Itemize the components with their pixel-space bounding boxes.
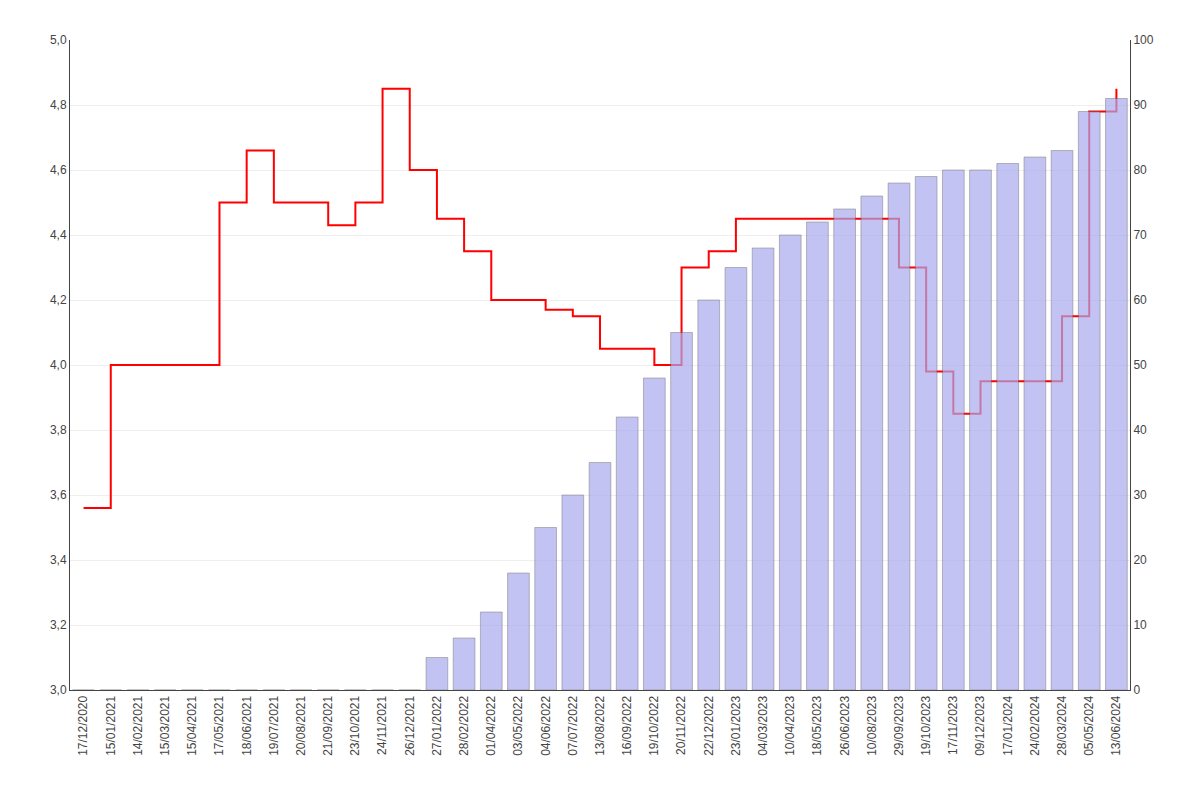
svg-text:4,4: 4,4	[50, 228, 67, 242]
svg-text:28/02/2022: 28/02/2022	[457, 695, 471, 755]
svg-text:13/08/2022: 13/08/2022	[593, 695, 607, 755]
svg-text:19/07/2021: 19/07/2021	[267, 695, 281, 755]
svg-text:17/01/2024: 17/01/2024	[1001, 695, 1015, 755]
svg-text:29/09/2023: 29/09/2023	[892, 695, 906, 755]
svg-text:50: 50	[1133, 358, 1147, 372]
svg-text:09/12/2023: 09/12/2023	[973, 695, 987, 755]
svg-text:60: 60	[1133, 293, 1147, 307]
svg-text:26/06/2023: 26/06/2023	[838, 695, 852, 755]
svg-text:3,6: 3,6	[50, 488, 67, 502]
svg-text:04/06/2022: 04/06/2022	[539, 695, 553, 755]
svg-text:3,2: 3,2	[50, 618, 67, 632]
svg-text:10/08/2023: 10/08/2023	[865, 695, 879, 755]
svg-text:30: 30	[1133, 488, 1147, 502]
svg-text:70: 70	[1133, 228, 1147, 242]
svg-text:17/12/2020: 17/12/2020	[76, 695, 90, 755]
svg-text:17/05/2021: 17/05/2021	[212, 695, 226, 755]
svg-text:10/04/2023: 10/04/2023	[783, 695, 797, 755]
svg-text:16/09/2022: 16/09/2022	[620, 695, 634, 755]
svg-text:27/01/2022: 27/01/2022	[430, 695, 444, 755]
svg-text:18/06/2021: 18/06/2021	[240, 695, 254, 755]
svg-text:22/12/2022: 22/12/2022	[702, 695, 716, 755]
svg-text:13/06/2024: 13/06/2024	[1109, 695, 1123, 755]
svg-text:100: 100	[1133, 33, 1153, 47]
svg-text:3,4: 3,4	[50, 553, 67, 567]
svg-text:04/03/2023: 04/03/2023	[756, 695, 770, 755]
svg-text:4,8: 4,8	[50, 98, 67, 112]
svg-text:3,0: 3,0	[50, 683, 67, 697]
svg-text:4,6: 4,6	[50, 163, 67, 177]
svg-text:03/05/2022: 03/05/2022	[511, 695, 525, 755]
svg-text:20: 20	[1133, 553, 1147, 567]
svg-text:01/04/2022: 01/04/2022	[484, 695, 498, 755]
svg-text:18/05/2023: 18/05/2023	[810, 695, 824, 755]
svg-text:3,8: 3,8	[50, 423, 67, 437]
svg-text:19/10/2023: 19/10/2023	[919, 695, 933, 755]
svg-text:4,2: 4,2	[50, 293, 67, 307]
svg-text:80: 80	[1133, 163, 1147, 177]
svg-text:5,0: 5,0	[50, 33, 67, 47]
svg-text:0: 0	[1133, 683, 1140, 697]
svg-text:20/11/2022: 20/11/2022	[674, 695, 688, 754]
svg-text:05/05/2024: 05/05/2024	[1082, 695, 1096, 755]
svg-text:15/03/2021: 15/03/2021	[158, 695, 172, 755]
svg-text:23/01/2023: 23/01/2023	[729, 695, 743, 755]
svg-text:23/10/2021: 23/10/2021	[348, 695, 362, 755]
svg-text:14/02/2021: 14/02/2021	[131, 695, 145, 755]
svg-text:19/10/2022: 19/10/2022	[647, 695, 661, 755]
svg-text:26/12/2021: 26/12/2021	[403, 695, 417, 755]
svg-text:15/01/2021: 15/01/2021	[104, 695, 118, 755]
svg-text:10: 10	[1133, 618, 1147, 632]
svg-text:90: 90	[1133, 98, 1147, 112]
svg-text:24/11/2021: 24/11/2021	[375, 695, 389, 754]
svg-text:40: 40	[1133, 423, 1147, 437]
svg-text:07/07/2022: 07/07/2022	[566, 695, 580, 755]
svg-text:20/08/2021: 20/08/2021	[294, 695, 308, 755]
svg-text:28/03/2024: 28/03/2024	[1055, 695, 1069, 755]
svg-text:24/02/2024: 24/02/2024	[1028, 695, 1042, 755]
svg-text:21/09/2021: 21/09/2021	[321, 695, 335, 755]
svg-text:17/11/2023: 17/11/2023	[946, 695, 960, 754]
svg-text:15/04/2021: 15/04/2021	[185, 695, 199, 755]
svg-text:4,0: 4,0	[50, 358, 67, 372]
